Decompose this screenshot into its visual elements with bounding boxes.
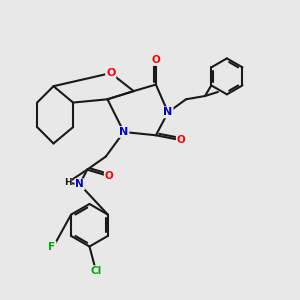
Text: N: N bbox=[164, 107, 172, 117]
Text: F: F bbox=[49, 242, 56, 251]
Text: N: N bbox=[119, 127, 128, 137]
Text: N: N bbox=[75, 179, 84, 189]
Text: H: H bbox=[64, 178, 71, 187]
Text: Cl: Cl bbox=[90, 266, 102, 276]
Text: O: O bbox=[106, 68, 116, 78]
Text: O: O bbox=[177, 135, 185, 145]
Text: O: O bbox=[105, 171, 113, 181]
Text: O: O bbox=[152, 55, 160, 65]
